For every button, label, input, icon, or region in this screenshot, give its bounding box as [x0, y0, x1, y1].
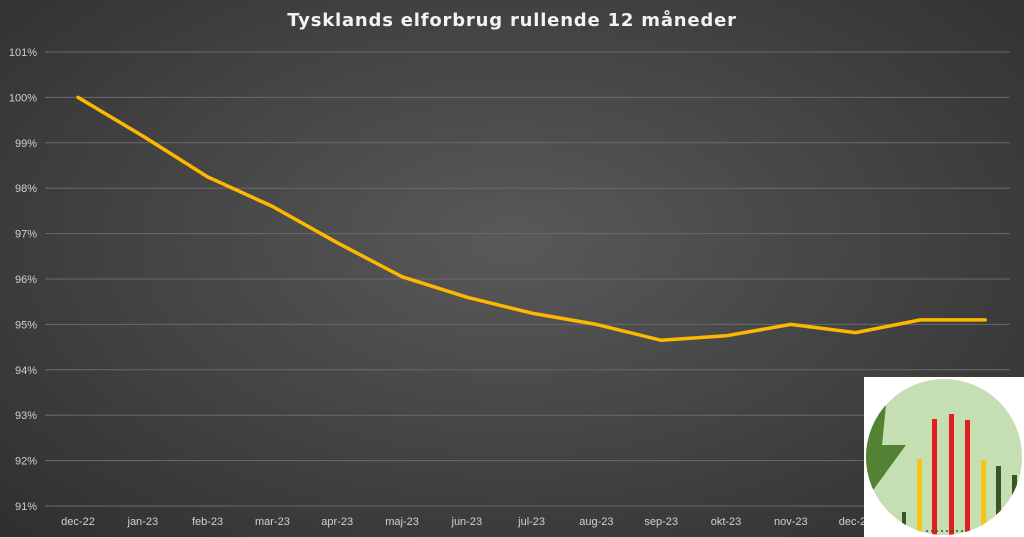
- series-layer: [76, 95, 987, 343]
- y-tick-label: 91%: [15, 501, 37, 513]
- y-tick-label: 96%: [15, 274, 37, 286]
- series-line: [76, 95, 987, 343]
- y-axis-ticks: 91% 92% 93% 94% 95% 96% 97% 98% 99% 100% 101%: [9, 47, 37, 513]
- logo-icon: [866, 379, 1022, 535]
- y-tick-label: 101%: [9, 47, 37, 59]
- y-tick-label: 93%: [15, 410, 37, 422]
- x-tick-label: jun-23: [451, 516, 483, 528]
- x-tick-label: aug-23: [579, 516, 613, 528]
- x-tick-label: jul-23: [517, 516, 545, 528]
- y-tick-label: 100%: [9, 92, 37, 104]
- x-tick-label: maj-23: [385, 516, 419, 528]
- x-axis-ticks: dec-22 jan-23 feb-23 mar-23 apr-23 maj-23 jun-…: [61, 516, 1001, 528]
- y-tick-label: 98%: [15, 183, 37, 195]
- chart-title: Tysklands elforbrug rullende 12 måneder: [287, 10, 737, 31]
- y-tick-label: 92%: [15, 456, 37, 468]
- x-tick-label: dec-22: [61, 516, 95, 528]
- gridlines: [45, 51, 1010, 507]
- y-tick-label: 94%: [15, 365, 37, 377]
- x-tick-label: apr-23: [321, 516, 353, 528]
- x-tick-label: nov-23: [774, 516, 808, 528]
- x-tick-label: okt-23: [711, 516, 742, 528]
- x-tick-label: mar-23: [255, 516, 290, 528]
- y-tick-label: 99%: [15, 138, 37, 150]
- x-tick-label: feb-23: [192, 516, 223, 528]
- y-tick-label: 97%: [15, 229, 37, 241]
- y-tick-label: 95%: [15, 319, 37, 331]
- logo: [864, 377, 1024, 537]
- x-tick-label: sep-23: [644, 516, 678, 528]
- x-tick-label: jan-23: [127, 516, 159, 528]
